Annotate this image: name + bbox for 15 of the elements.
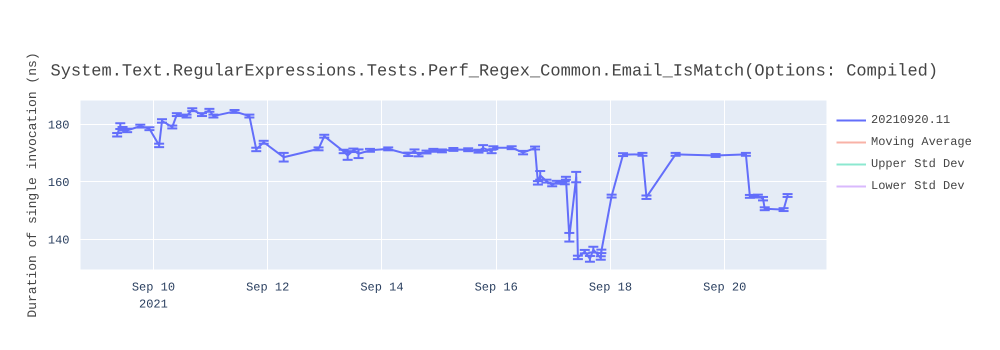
chart-title: System.Text.RegularExpressions.Tests.Perf_Regex_Common.Email_IsMatch(Options: Compiled) xyxy=(50,62,938,82)
x-tick-label: Sep 18 xyxy=(588,280,632,294)
y-tick-label: 140 xyxy=(48,234,70,248)
x-tick-label: Sep 10 2021 xyxy=(132,280,176,312)
legend-label: Upper Std Dev xyxy=(871,157,965,171)
y-tick-label: 160 xyxy=(48,176,70,190)
x-tick-label: Sep 12 xyxy=(246,280,290,294)
x-tick-label: Sep 20 xyxy=(703,280,746,294)
x-tick-label: Sep 16 xyxy=(474,280,518,294)
x-tick-label: Sep 14 xyxy=(360,280,404,294)
legend-label: 20210920.11 xyxy=(871,113,950,127)
legend-label: Moving Average xyxy=(871,135,972,149)
y-tick-label: 180 xyxy=(48,118,70,132)
y-axis-title: Duration of single invocation (ns) xyxy=(24,52,40,318)
legend-label: Lower Std Dev xyxy=(871,179,965,193)
